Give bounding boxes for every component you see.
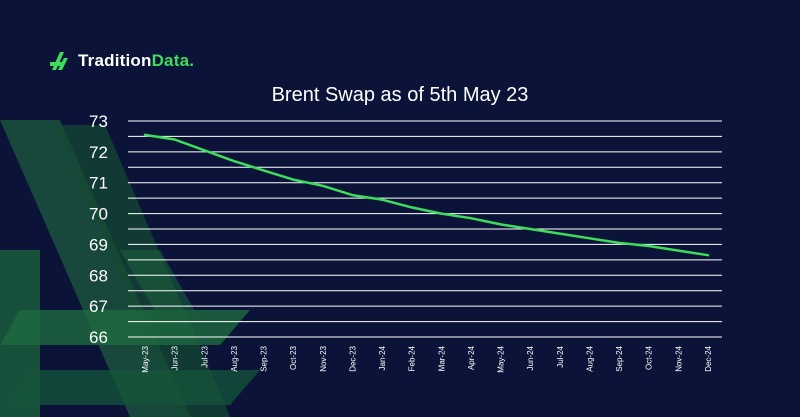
y-tick-label: 66 [89, 328, 108, 347]
y-tick-label: 71 [89, 174, 108, 193]
x-tick-label: Dec-24 [704, 345, 713, 371]
x-tick-label: Sep-24 [615, 345, 624, 371]
chart-title: Brent Swap as of 5th May 23 [271, 84, 529, 106]
x-tick-label: Sep-23 [260, 345, 269, 371]
grid-lines [128, 120, 722, 338]
logo-text-accent: Data. [151, 51, 195, 70]
x-tick-label: Aug-23 [230, 345, 239, 371]
x-tick-label: Dec-23 [348, 345, 357, 371]
y-tick-label: 69 [89, 235, 108, 254]
x-tick-label: Feb-24 [408, 345, 417, 371]
x-tick-label: Jan-24 [378, 345, 387, 370]
y-tick-label: 73 [89, 112, 108, 131]
tradition-data-logo-icon [50, 52, 68, 70]
x-tick-label: Nov-23 [319, 345, 328, 371]
decor-shape-5 [10, 370, 260, 405]
x-tick-label: Mar-24 [437, 345, 446, 371]
x-tick-label: Jun-23 [171, 345, 180, 370]
x-tick-label: Oct-24 [645, 345, 654, 370]
x-tick-label: May-24 [497, 345, 506, 372]
x-tick-label: Jul-24 [556, 345, 565, 367]
y-tick-label: 72 [89, 143, 108, 162]
logo-text-main: Tradition [78, 51, 152, 70]
y-axis-ticks: 66 67 68 69 70 71 72 73 [89, 112, 108, 347]
x-axis-ticks: May-23 Jun-23 Jul-23 Aug-23 Sep-23 Oct-23 Nov-… [141, 345, 713, 372]
x-tick-label: Jul-23 [200, 345, 209, 367]
x-tick-label: Aug-24 [585, 345, 594, 371]
x-tick-label: Nov-24 [674, 345, 683, 371]
x-tick-label: May-23 [141, 345, 150, 372]
x-tick-label: Oct-23 [289, 345, 298, 370]
x-tick-label: Jun-24 [526, 345, 535, 370]
x-tick-label: Apr-24 [467, 345, 476, 370]
y-tick-label: 68 [89, 266, 108, 285]
y-tick-label: 70 [89, 205, 108, 224]
decor-shape-6 [120, 250, 200, 320]
y-tick-label: 67 [89, 297, 108, 316]
series-line [143, 133, 710, 257]
logo: TraditionData. [50, 50, 194, 72]
logo-text: TraditionData. [78, 51, 194, 71]
